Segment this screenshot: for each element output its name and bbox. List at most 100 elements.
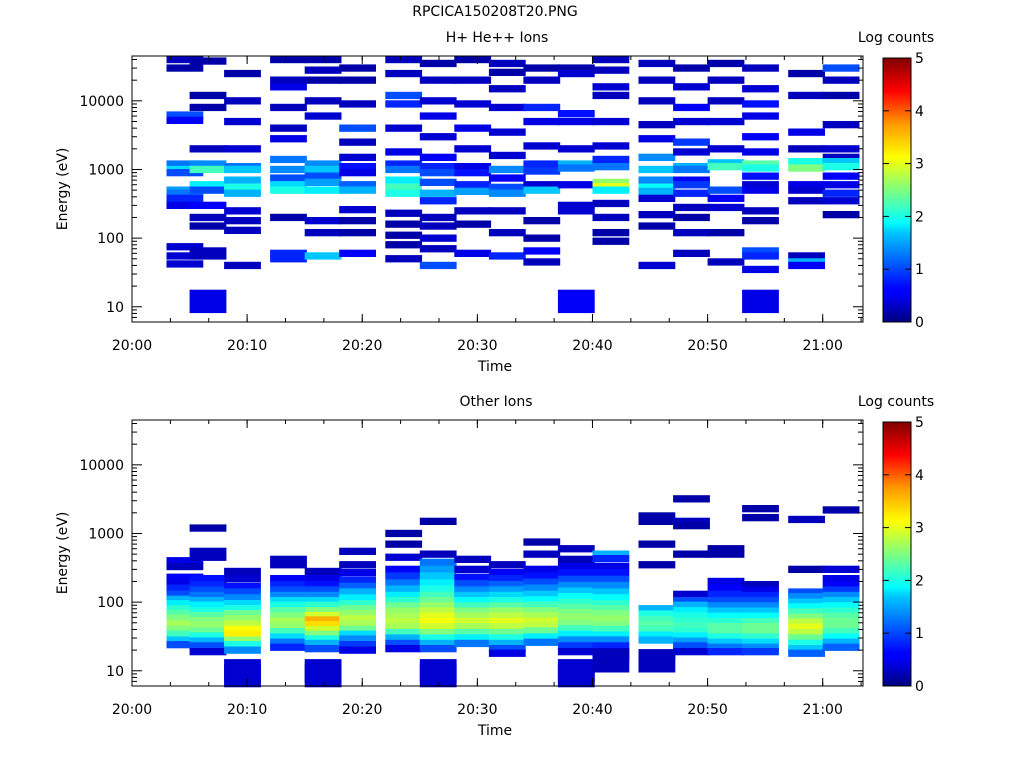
heatmap-cell — [385, 255, 423, 263]
heatmap-cell — [339, 576, 376, 584]
x-tick-label: 20:00 — [112, 338, 152, 354]
heatmap-cell — [788, 181, 825, 189]
heatmap-cell — [707, 577, 745, 586]
heatmap-cell — [454, 187, 492, 195]
heatmap-cell — [822, 211, 860, 219]
heatmap-cell — [592, 213, 630, 222]
heatmap-cell — [166, 590, 204, 598]
heatmap-cell — [189, 181, 227, 189]
heatmap-cell — [742, 217, 779, 225]
heatmap-cell — [822, 506, 860, 514]
heatmap-cell — [166, 610, 204, 618]
heatmap-cell — [270, 591, 307, 600]
heatmap-cell — [788, 649, 825, 657]
x-tick-label: 21:00 — [803, 702, 843, 718]
heatmap-cell — [189, 213, 227, 222]
x-tick-label: 20:50 — [687, 338, 727, 354]
heatmap-cell — [270, 76, 307, 84]
heatmap-cell — [385, 585, 423, 593]
heatmap-cell — [385, 607, 423, 615]
heatmap-cell — [592, 163, 630, 171]
heatmap-cell — [270, 255, 307, 263]
heatmap-cell — [224, 117, 261, 126]
heatmap-cell — [707, 628, 745, 636]
heatmap-cell — [788, 197, 825, 205]
heatmap-cell — [788, 598, 825, 606]
x-tick-label: 20:20 — [342, 338, 382, 354]
heatmap-cell — [638, 615, 676, 624]
heatmap-cell — [742, 85, 779, 93]
heatmap-cell — [788, 186, 825, 194]
heatmap-cell — [673, 203, 710, 212]
heatmap-cell — [454, 220, 492, 228]
colorbar-tick-label: 4 — [915, 104, 924, 120]
x-tick-label: 20:40 — [572, 702, 612, 718]
heatmap-cell — [822, 145, 860, 153]
heatmap-cell — [419, 628, 457, 637]
heatmap-cell — [304, 178, 342, 186]
heatmap-cell — [339, 217, 376, 225]
heatmap-cell — [385, 579, 423, 587]
heatmap-cell — [304, 581, 342, 589]
heatmap-cell — [339, 138, 376, 146]
heatmap-cell — [224, 189, 261, 197]
heatmap-cell — [454, 602, 492, 610]
heatmap-cell — [707, 545, 745, 553]
heatmap-cell — [557, 160, 595, 168]
heatmap-cell — [454, 555, 492, 563]
colorbar-tick-label: 5 — [915, 415, 924, 431]
heatmap-cell — [673, 138, 710, 146]
heatmap-cell — [419, 76, 457, 84]
y-tick-label: 10000 — [79, 94, 124, 110]
heatmap-cell — [189, 637, 227, 645]
x-tick-label: 20:40 — [572, 338, 612, 354]
heatmap-cell — [419, 572, 457, 580]
heatmap-cell — [822, 121, 860, 129]
heatmap-cell — [419, 585, 457, 593]
heatmap-cell — [488, 623, 526, 631]
heatmap-cell — [788, 623, 825, 631]
heatmap-cell — [822, 91, 860, 100]
heatmap-cell — [822, 64, 860, 72]
y-axis-label: Energy (eV) — [55, 512, 71, 595]
heatmap-cell — [488, 645, 526, 653]
heatmap-cell — [189, 201, 227, 209]
heatmap-cell — [822, 565, 860, 573]
heatmap-cell — [707, 117, 745, 126]
heatmap-cell — [707, 602, 745, 610]
heatmap-cell — [189, 289, 227, 314]
heatmap-cell — [523, 638, 561, 646]
heatmap-cell — [523, 590, 561, 598]
heatmap-cell — [224, 610, 261, 618]
heatmap-cell — [523, 622, 561, 630]
heatmap-cell — [488, 607, 526, 615]
heatmap-cell — [189, 252, 227, 260]
heatmap-cell — [673, 648, 710, 656]
colorbar-tick-label: 5 — [915, 51, 924, 67]
heatmap-cell — [419, 639, 457, 648]
heatmap-cell — [224, 625, 261, 634]
heatmap-cell — [592, 186, 630, 194]
heatmap-cell — [557, 630, 595, 638]
heatmap-cell — [638, 261, 676, 270]
heatmap-cell — [419, 623, 457, 631]
heatmap-cell — [557, 64, 595, 72]
heatmap-cell — [304, 229, 342, 237]
heatmap-cell — [339, 594, 376, 602]
heatmap-cell — [557, 117, 595, 126]
heatmap-cell — [557, 636, 595, 644]
heatmap-cell — [224, 600, 261, 608]
heatmap-cell — [742, 514, 779, 522]
heatmap-cell — [742, 591, 779, 600]
x-tick-label: 20:30 — [457, 338, 497, 354]
heatmap-cell — [166, 169, 204, 177]
heatmap-cell — [673, 517, 710, 525]
x-tick-label: 20:20 — [342, 702, 382, 718]
heatmap-cell — [488, 68, 526, 76]
heatmap-cell — [638, 222, 676, 230]
heatmap-cell — [592, 66, 630, 74]
heatmap-cell — [673, 229, 710, 237]
heatmap-cell — [270, 581, 307, 589]
heatmap-cell — [673, 590, 710, 598]
heatmap-cell — [742, 112, 779, 120]
